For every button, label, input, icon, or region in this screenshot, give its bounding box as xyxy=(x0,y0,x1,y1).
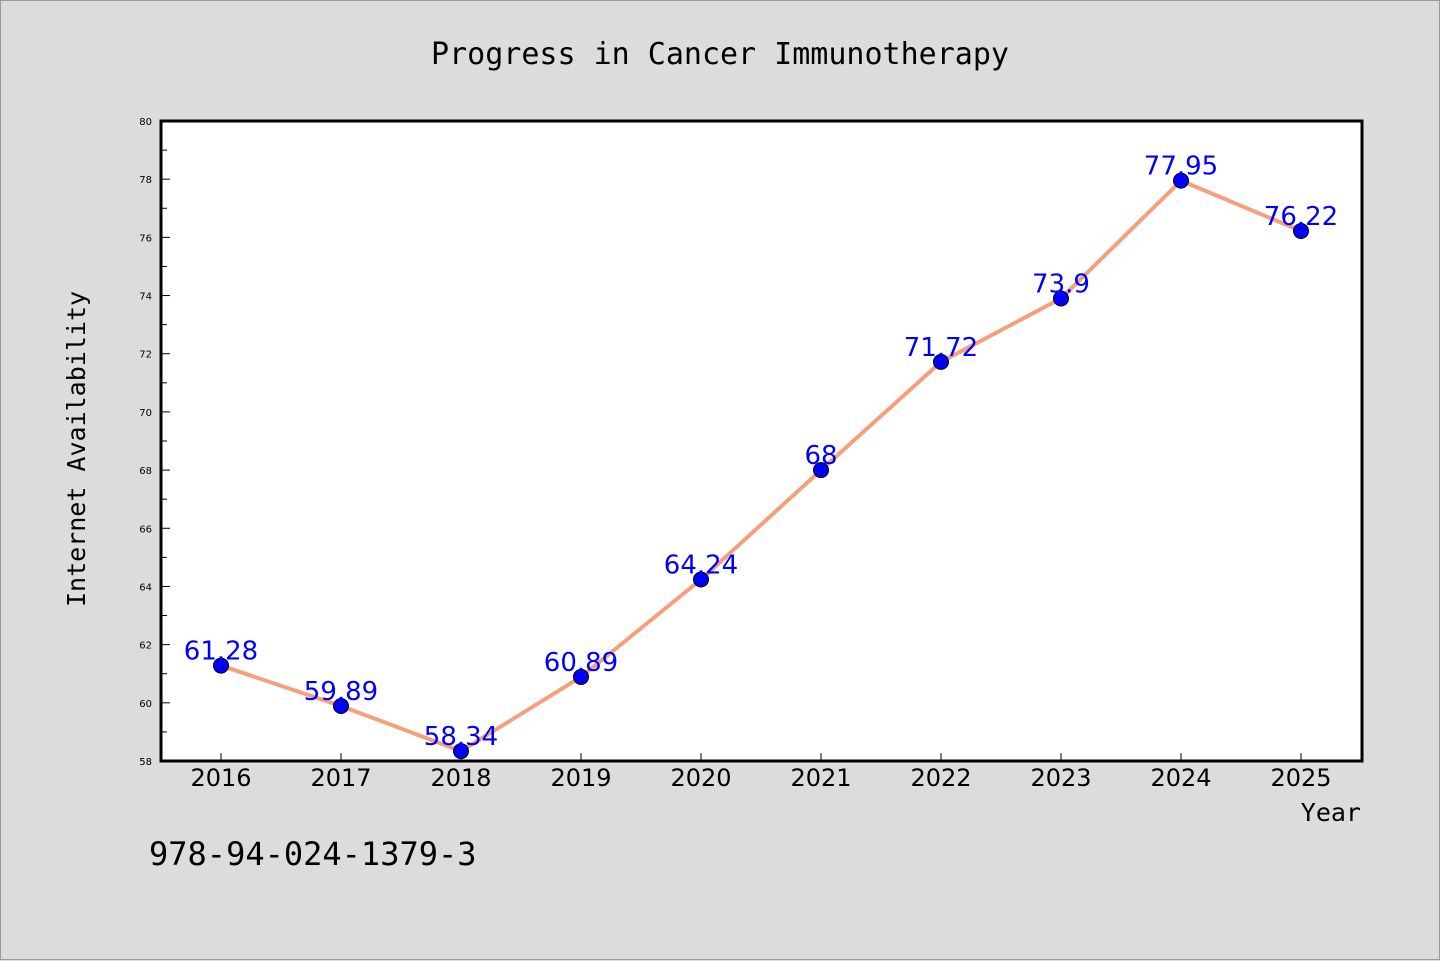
y-tick-label: 60 xyxy=(139,699,152,710)
data-label: 76.22 xyxy=(1264,202,1338,232)
x-tick-label: 2020 xyxy=(670,764,731,792)
data-point xyxy=(933,353,949,370)
y-tick-label: 62 xyxy=(139,641,152,652)
x-tick-label: 2025 xyxy=(1270,764,1331,792)
data-point xyxy=(1293,222,1309,239)
plot-area xyxy=(161,121,1362,761)
x-tick-label: 2022 xyxy=(910,764,971,792)
y-tick-label: 58 xyxy=(139,757,152,768)
y-tick-label: 64 xyxy=(139,582,152,593)
isbn-text: 978-94-024-1379-3 xyxy=(149,835,477,873)
x-tick-label: 2017 xyxy=(310,764,371,792)
data-label: 60.89 xyxy=(544,648,618,678)
data-label: 58.34 xyxy=(424,722,498,752)
data-point xyxy=(213,657,229,674)
x-axis: 2016 2017 2018 2019 2020 2021 2022 2023 2024 2025 xyxy=(190,753,1332,792)
y-tick-label: 78 xyxy=(139,175,152,186)
x-tick-label: 2021 xyxy=(790,764,851,792)
x-tick-label: 2019 xyxy=(550,764,611,792)
data-label: 73.9 xyxy=(1032,269,1090,299)
data-point xyxy=(453,743,469,760)
data-point xyxy=(573,668,589,685)
data-point xyxy=(1053,290,1069,307)
data-label: 68 xyxy=(804,441,837,471)
plot-frame xyxy=(159,119,1364,763)
data-point xyxy=(813,462,829,479)
y-tick-label: 70 xyxy=(139,408,152,419)
chart-title: Progress in Cancer Immunotherapy xyxy=(431,37,1009,72)
x-tick-label: 2018 xyxy=(430,764,491,792)
x-tick-label: 2023 xyxy=(1030,764,1091,792)
data-point xyxy=(1173,172,1189,189)
x-tick-label: 2016 xyxy=(190,764,251,792)
data-label: 71.72 xyxy=(904,333,978,363)
y-tick-label: 76 xyxy=(139,233,152,244)
y-tick-label: 80 xyxy=(139,117,152,128)
y-tick-label: 74 xyxy=(139,292,152,303)
data-label: 64.24 xyxy=(664,550,738,580)
y-tick-label: 66 xyxy=(139,524,152,535)
data-label: 59.89 xyxy=(304,677,378,707)
x-axis-label: Year xyxy=(1301,798,1361,827)
series-layer: 61.28 59.89 58.34 60.89 64.24 68 71.72 73.9 77.9… xyxy=(184,152,1338,760)
y-axis-label: Internet Availability xyxy=(62,291,91,607)
y-tick-label: 72 xyxy=(139,350,152,361)
data-point xyxy=(693,571,709,588)
series-line xyxy=(219,178,1303,754)
data-point xyxy=(333,698,349,715)
y-tick-label: 68 xyxy=(139,466,152,477)
data-label: 77.95 xyxy=(1144,152,1218,182)
x-tick-label: 2024 xyxy=(1150,764,1211,792)
data-label: 61.28 xyxy=(184,637,258,667)
